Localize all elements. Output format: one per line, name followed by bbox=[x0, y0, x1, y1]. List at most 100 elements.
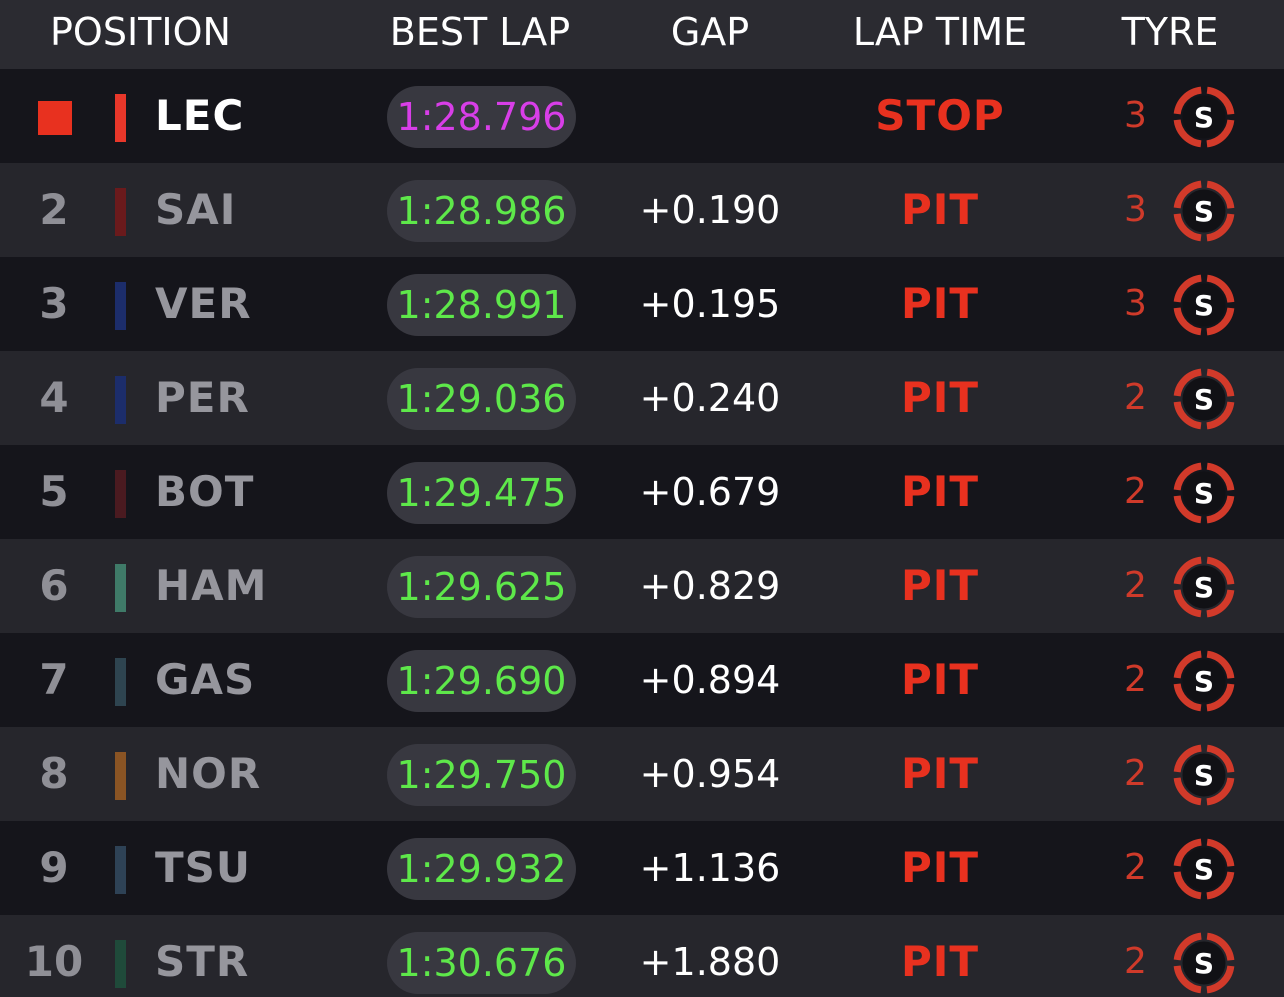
gap-to-leader: +0.190 bbox=[639, 188, 781, 232]
gap-to-leader: +0.195 bbox=[639, 282, 781, 326]
tyre-compound-letter: S bbox=[1194, 759, 1214, 792]
driver-row-ham[interactable]: 6 HAM 1:29.625 +0.829 PIT 2 S bbox=[0, 539, 1284, 633]
best-lap-time: 1:29.475 bbox=[387, 462, 576, 524]
driver-row-per[interactable]: 4 PER 1:29.036 +0.240 PIT 2 S bbox=[0, 351, 1284, 445]
driver-row-tsu[interactable]: 9 TSU 1:29.932 +1.136 PIT 2 S bbox=[0, 821, 1284, 915]
soft-tyre-icon: S bbox=[1173, 462, 1235, 524]
lap-status: PIT bbox=[900, 937, 980, 986]
team-color-bar bbox=[115, 752, 126, 800]
soft-tyre-icon: S bbox=[1173, 838, 1235, 900]
soft-tyre-icon: S bbox=[1173, 180, 1235, 242]
team-color-bar bbox=[115, 282, 126, 330]
team-color-bar bbox=[115, 470, 126, 518]
best-lap-time: 1:29.625 bbox=[387, 556, 576, 618]
header-best-lap: BEST LAP bbox=[389, 10, 571, 54]
header-position: POSITION bbox=[50, 10, 231, 54]
best-lap-time: 1:28.796 bbox=[387, 86, 576, 148]
tyre-laps: 2 bbox=[1124, 565, 1147, 606]
best-lap-time: 1:29.750 bbox=[387, 744, 576, 806]
lap-status: STOP bbox=[875, 91, 1005, 140]
position-number: 10 bbox=[24, 937, 84, 986]
header-lap-time: LAP TIME bbox=[852, 10, 1028, 54]
tyre-compound-letter: S bbox=[1194, 477, 1214, 510]
gap-to-leader: +0.679 bbox=[639, 470, 781, 514]
best-lap-time: 1:29.932 bbox=[387, 838, 576, 900]
best-lap-time: 1:30.676 bbox=[387, 932, 576, 994]
tyre-compound-letter: S bbox=[1194, 289, 1214, 322]
driver-row-lec[interactable]: LEC 1:28.796 STOP 3 S bbox=[0, 69, 1284, 163]
team-color-bar bbox=[115, 188, 126, 236]
tyre-laps: 3 bbox=[1124, 95, 1147, 136]
lap-status: PIT bbox=[900, 561, 980, 610]
best-lap-time: 1:29.690 bbox=[387, 650, 576, 712]
lap-status: PIT bbox=[900, 843, 980, 892]
header-tyre: TYRE bbox=[1121, 10, 1219, 54]
driver-code: HAM bbox=[155, 561, 268, 610]
leader-marker-icon bbox=[38, 101, 72, 135]
soft-tyre-icon: S bbox=[1173, 932, 1235, 994]
driver-row-gas[interactable]: 7 GAS 1:29.690 +0.894 PIT 2 S bbox=[0, 633, 1284, 727]
soft-tyre-icon: S bbox=[1173, 650, 1235, 712]
tyre-laps: 2 bbox=[1124, 377, 1147, 418]
best-lap-time: 1:28.991 bbox=[387, 274, 576, 336]
tyre-laps: 2 bbox=[1124, 847, 1147, 888]
driver-code: SAI bbox=[155, 185, 237, 234]
driver-row-ver[interactable]: 3 VER 1:28.991 +0.195 PIT 3 S bbox=[0, 257, 1284, 351]
driver-row-nor[interactable]: 8 NOR 1:29.750 +0.954 PIT 2 S bbox=[0, 727, 1284, 821]
team-color-bar bbox=[115, 376, 126, 424]
header-gap: GAP bbox=[670, 10, 750, 54]
soft-tyre-icon: S bbox=[1173, 744, 1235, 806]
tyre-compound-letter: S bbox=[1194, 195, 1214, 228]
lap-status: PIT bbox=[900, 655, 980, 704]
lap-status: PIT bbox=[900, 279, 980, 328]
tyre-compound-letter: S bbox=[1194, 383, 1214, 416]
lap-status: PIT bbox=[900, 749, 980, 798]
column-header-bar: POSITION BEST LAP GAP LAP TIME TYRE bbox=[0, 0, 1284, 69]
best-lap-time: 1:28.986 bbox=[387, 180, 576, 242]
position-number: 8 bbox=[39, 749, 69, 798]
lap-status: PIT bbox=[900, 373, 980, 422]
position-number: 9 bbox=[39, 843, 69, 892]
position-number: 6 bbox=[39, 561, 69, 610]
soft-tyre-icon: S bbox=[1173, 86, 1235, 148]
tyre-compound-letter: S bbox=[1194, 665, 1214, 698]
gap-to-leader: +0.240 bbox=[639, 376, 781, 420]
position-number bbox=[0, 69, 108, 163]
tyre-laps: 2 bbox=[1124, 471, 1147, 512]
driver-code: STR bbox=[155, 937, 250, 986]
gap-to-leader: +0.954 bbox=[639, 752, 781, 796]
gap-to-leader: +0.894 bbox=[639, 658, 781, 702]
tyre-laps: 2 bbox=[1124, 941, 1147, 982]
tyre-laps: 2 bbox=[1124, 753, 1147, 794]
position-number: 2 bbox=[39, 185, 69, 234]
driver-code: TSU bbox=[155, 843, 252, 892]
best-lap-time: 1:29.036 bbox=[387, 368, 576, 430]
driver-row-sai[interactable]: 2 SAI 1:28.986 +0.190 PIT 3 S bbox=[0, 163, 1284, 257]
position-number: 7 bbox=[39, 655, 69, 704]
team-color-bar bbox=[115, 658, 126, 706]
team-color-bar bbox=[115, 564, 126, 612]
driver-code: BOT bbox=[155, 467, 255, 516]
gap-to-leader: +1.880 bbox=[639, 940, 781, 984]
gap-to-leader: +0.829 bbox=[639, 564, 781, 608]
lap-status: PIT bbox=[900, 467, 980, 516]
position-number: 5 bbox=[39, 467, 69, 516]
team-color-bar bbox=[115, 940, 126, 988]
driver-row-str[interactable]: 10 STR 1:30.676 +1.880 PIT 2 S bbox=[0, 915, 1284, 997]
tyre-compound-letter: S bbox=[1194, 853, 1214, 886]
team-color-bar bbox=[115, 94, 126, 142]
gap-to-leader: +1.136 bbox=[639, 846, 781, 890]
position-number: 4 bbox=[39, 373, 69, 422]
tyre-laps: 2 bbox=[1124, 659, 1147, 700]
soft-tyre-icon: S bbox=[1173, 274, 1235, 336]
soft-tyre-icon: S bbox=[1173, 368, 1235, 430]
driver-code: VER bbox=[155, 279, 252, 328]
tyre-compound-letter: S bbox=[1194, 101, 1214, 134]
driver-row-bot[interactable]: 5 BOT 1:29.475 +0.679 PIT 2 S bbox=[0, 445, 1284, 539]
driver-code: NOR bbox=[155, 749, 262, 798]
lap-status: PIT bbox=[900, 185, 980, 234]
tyre-laps: 3 bbox=[1124, 189, 1147, 230]
team-color-bar bbox=[115, 846, 126, 894]
position-number: 3 bbox=[39, 279, 69, 328]
